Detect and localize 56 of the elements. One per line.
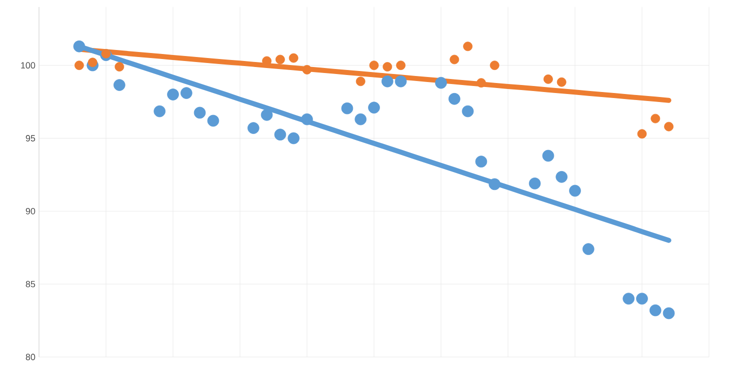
point	[248, 122, 260, 134]
point	[276, 54, 285, 64]
y-tick-label: 90	[26, 208, 36, 214]
point	[288, 132, 300, 144]
point	[369, 60, 379, 70]
point	[544, 74, 553, 84]
point	[664, 122, 674, 132]
point	[542, 150, 554, 162]
point	[569, 184, 581, 197]
point	[207, 114, 220, 127]
point	[341, 102, 354, 114]
point	[463, 42, 472, 52]
point	[382, 75, 394, 88]
y-tick-label: 95	[26, 135, 36, 142]
point	[636, 292, 648, 305]
point	[154, 105, 166, 118]
point	[476, 78, 486, 88]
point	[396, 60, 406, 70]
point	[490, 60, 500, 70]
point	[74, 60, 84, 70]
point	[475, 156, 488, 168]
y-tick-label: 80	[26, 354, 36, 360]
point	[354, 113, 366, 126]
point	[88, 58, 98, 68]
point	[528, 178, 541, 190]
point	[582, 243, 594, 255]
point	[650, 304, 662, 316]
point	[114, 79, 126, 91]
point	[462, 105, 474, 118]
point	[450, 54, 460, 64]
point	[73, 40, 86, 52]
point	[448, 92, 460, 105]
y-tick-label: 100	[21, 62, 36, 69]
point	[288, 53, 298, 63]
point	[637, 129, 647, 139]
point	[101, 48, 111, 58]
y-tick-label: 85	[26, 280, 36, 288]
point	[622, 292, 635, 305]
point	[382, 62, 392, 72]
point	[435, 76, 447, 89]
point	[274, 128, 286, 140]
point	[260, 109, 273, 121]
point	[488, 178, 500, 190]
point	[356, 76, 366, 86]
point	[394, 75, 407, 88]
point	[556, 170, 568, 183]
point	[114, 62, 124, 72]
point	[301, 113, 313, 126]
point	[662, 307, 675, 320]
point	[650, 114, 660, 124]
point	[368, 102, 380, 114]
point	[302, 65, 312, 74]
point	[556, 77, 566, 87]
point	[167, 88, 179, 100]
point	[194, 106, 206, 119]
point	[180, 87, 192, 99]
